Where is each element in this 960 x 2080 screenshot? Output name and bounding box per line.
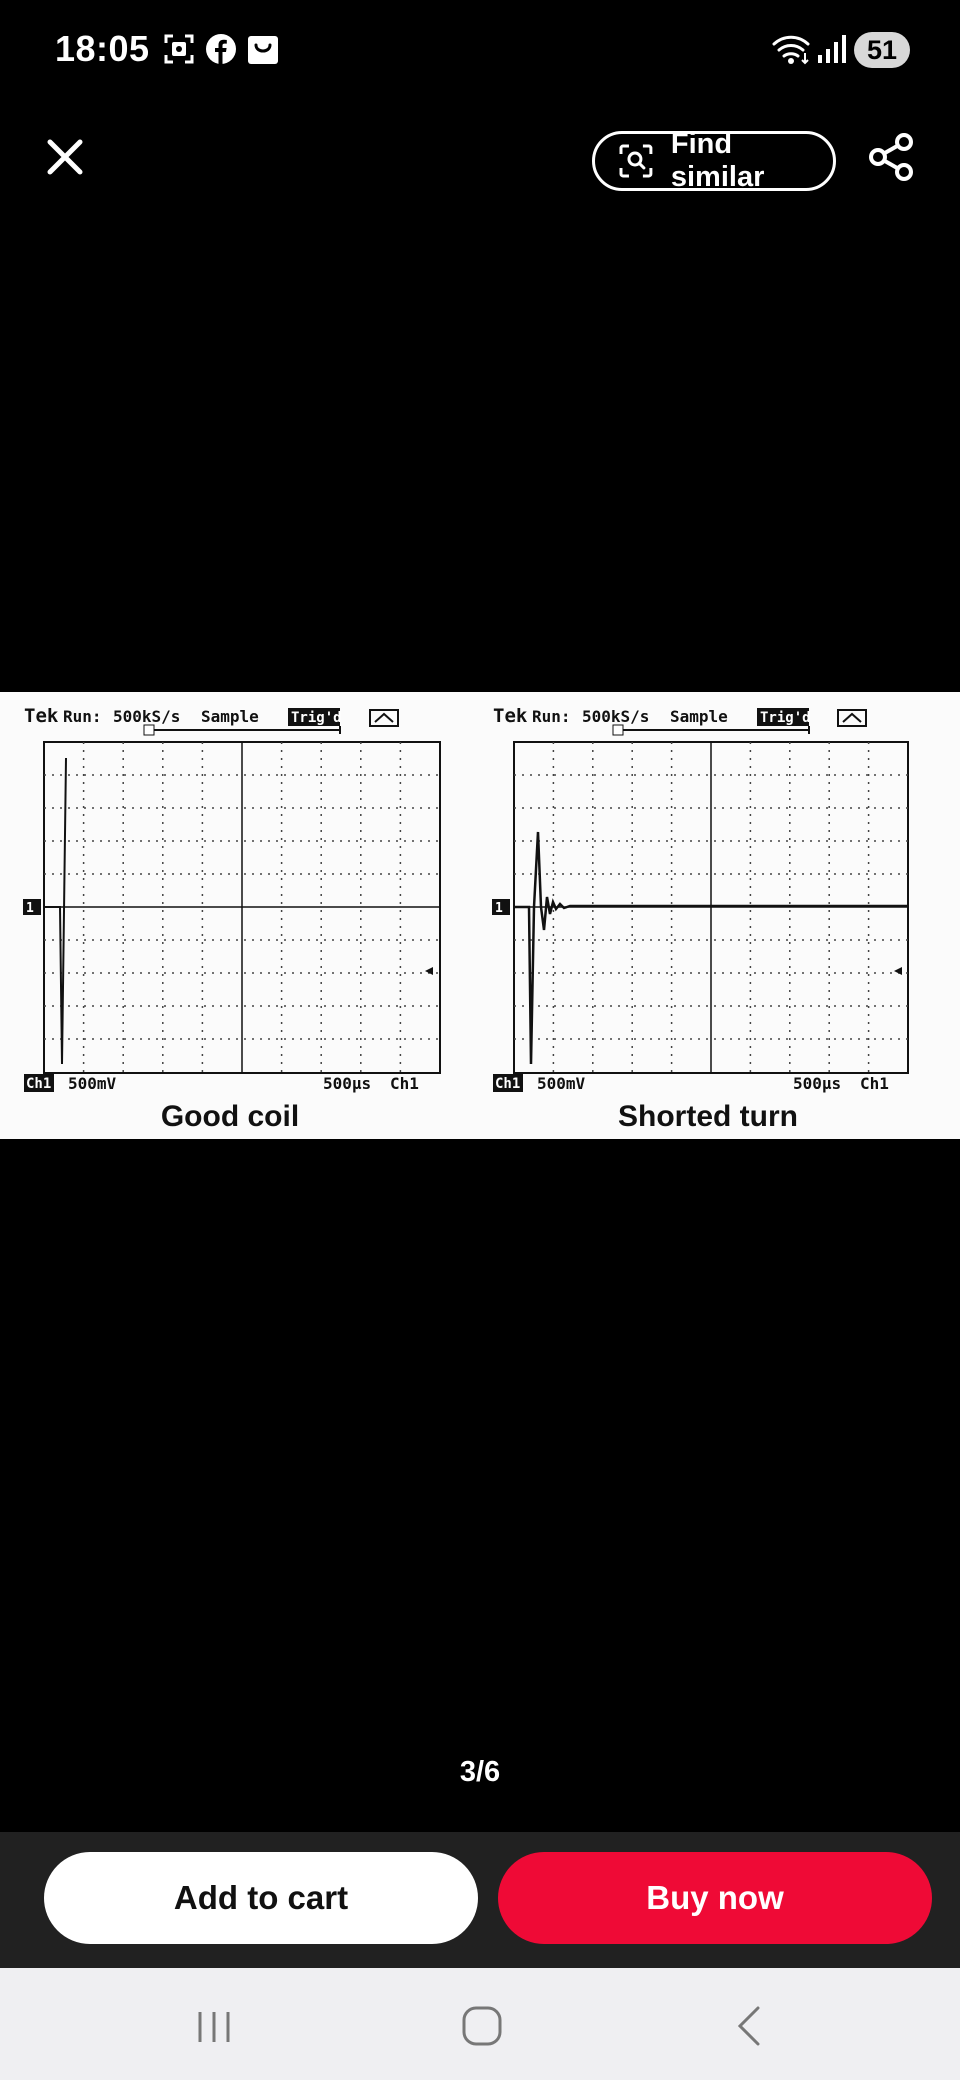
right-marker: 1 bbox=[495, 901, 503, 916]
right-volts-div: 500mV bbox=[537, 1074, 586, 1093]
oscilloscope-comparison-image: Tek Run: 500kS/s Sample Trig'd bbox=[23, 705, 909, 1133]
right-header-rate: 500kS/s bbox=[582, 707, 649, 726]
recent-apps-icon[interactable] bbox=[188, 2000, 240, 2052]
battery-icon: 51 bbox=[854, 32, 910, 68]
right-header-brand: Tek bbox=[493, 705, 528, 727]
product-image[interactable]: Tek Run: 500kS/s Sample Trig'd bbox=[0, 692, 960, 1139]
right-time-div: 500µs bbox=[793, 1074, 841, 1093]
left-header-brand: Tek bbox=[24, 705, 59, 727]
left-time-div: 500µs bbox=[323, 1074, 371, 1093]
back-icon[interactable] bbox=[726, 2000, 778, 2052]
status-bar: 18:05 51 bbox=[0, 0, 960, 100]
wifi-icon bbox=[772, 35, 810, 65]
shop-bag-icon bbox=[248, 36, 278, 64]
left-marker: 1 bbox=[26, 901, 34, 916]
find-similar-button[interactable]: Find similar bbox=[592, 128, 836, 193]
signal-icon bbox=[818, 35, 846, 63]
status-time: 18:05 bbox=[55, 28, 150, 69]
left-header-trig: Trig'd bbox=[291, 710, 342, 726]
close-icon[interactable] bbox=[40, 132, 90, 182]
page-indicator: 3/6 bbox=[459, 1756, 501, 1788]
find-similar-label: Find similar bbox=[670, 128, 765, 193]
scan-search-icon bbox=[619, 144, 653, 178]
facebook-icon bbox=[206, 34, 236, 64]
home-icon[interactable] bbox=[456, 2000, 508, 2052]
right-header-trig: Trig'd bbox=[760, 710, 811, 726]
left-trigger-src: Ch1 bbox=[390, 1074, 419, 1093]
right-caption: Shorted turn bbox=[618, 1100, 798, 1133]
left-caption: Good coil bbox=[161, 1100, 299, 1133]
left-volts-div: 500mV bbox=[68, 1074, 117, 1093]
right-header-mode: Sample bbox=[670, 707, 728, 726]
share-icon[interactable] bbox=[866, 132, 916, 182]
left-scope-panel: Tek Run: 500kS/s Sample Trig'd bbox=[23, 705, 441, 1133]
right-scope-panel: Tek Run: 500kS/s Sample Trig'd bbox=[492, 705, 909, 1133]
left-header-rate: 500kS/s bbox=[113, 707, 180, 726]
right-channel-badge: Ch1 bbox=[495, 1076, 520, 1092]
left-channel-badge: Ch1 bbox=[26, 1076, 51, 1092]
right-trigger-src: Ch1 bbox=[860, 1074, 889, 1093]
left-header-mode: Sample bbox=[201, 707, 259, 726]
buy-now-button[interactable]: Buy now bbox=[498, 1852, 932, 1944]
right-header-run: Run: bbox=[532, 707, 571, 726]
left-header-run: Run: bbox=[63, 707, 102, 726]
screenshot-icon bbox=[164, 34, 194, 64]
add-to-cart-button[interactable]: Add to cart bbox=[44, 1852, 478, 1944]
system-nav-bar bbox=[0, 1968, 960, 2080]
